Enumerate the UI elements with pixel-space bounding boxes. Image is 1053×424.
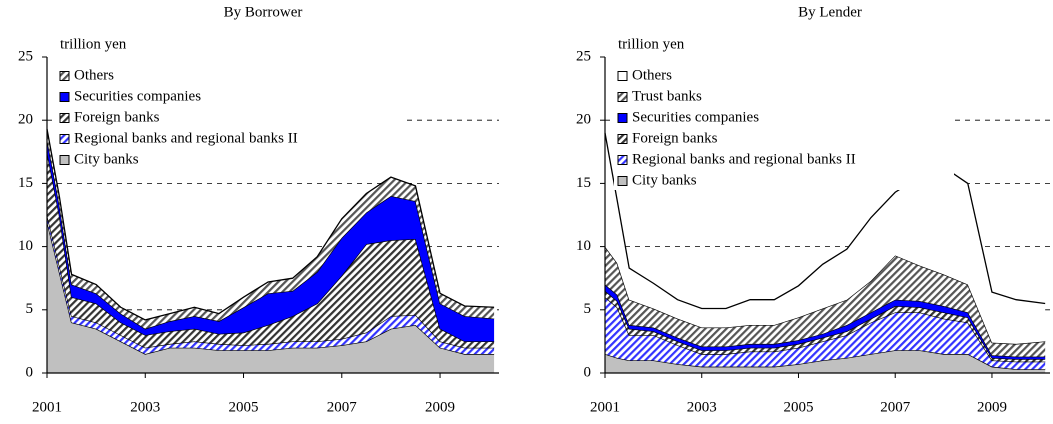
y-axis-label: trillion yen [60,36,127,52]
legend-label: Others [632,67,672,83]
x-tick-label: 2001 [32,399,62,415]
x-tick-label: 2009 [425,399,455,415]
legend-swatch [617,113,628,123]
legend-label: Trust banks [632,88,702,104]
legend-swatch [59,113,70,123]
y-tick-label: 0 [584,364,592,380]
y-axis-label: trillion yen [618,36,685,52]
legend-label: Foreign banks [74,109,160,125]
x-tick-label: 2005 [229,399,259,415]
area-edge [604,132,1046,310]
legend-label: Regional banks and regional banks II [74,130,298,146]
y-tick-label: 0 [26,364,34,380]
legend-label: Securities companies [74,88,201,104]
y-tick-label: 25 [576,48,591,64]
legend-label: Foreign banks [632,130,718,146]
legend-label: City banks [632,172,697,188]
legend-swatch [617,176,628,186]
area-edge [46,128,495,321]
legend-label: City banks [74,151,139,167]
legend-swatch [617,71,628,81]
area-band [47,129,495,329]
y-tick-label: 20 [576,112,591,128]
y-tick-label: 15 [18,175,33,191]
area-band [605,297,1046,370]
y-tick-label: 10 [576,238,591,254]
y-tick-label: 15 [576,175,591,191]
legend-background [56,67,406,169]
area-band [47,139,495,342]
legend-swatch [59,71,70,81]
area-band [47,151,495,348]
x-tick-label: 2007 [880,399,911,415]
x-tick-label: 2007 [327,399,358,415]
legend-swatch [59,92,70,102]
y-tick-label: 10 [18,238,33,254]
legend-label: Securities companies [632,109,759,125]
y-tick-label: 20 [18,112,33,128]
area-band [47,221,495,373]
legend-swatch [617,155,628,165]
x-tick-label: 2001 [590,399,620,415]
y-tick-label: 5 [26,301,34,317]
y-tick-label: 5 [584,301,592,317]
chart-title: By Borrower [224,4,303,20]
legend-swatch [59,134,70,144]
legend-background [614,67,954,190]
legend-swatch [617,92,628,102]
x-tick-label: 2009 [977,399,1007,415]
legend-label: Regional banks and regional banks II [632,151,856,167]
legend-swatch [617,134,628,144]
x-tick-label: 2003 [687,399,717,415]
x-tick-label: 2003 [130,399,160,415]
chart-title: By Lender [798,4,862,20]
legend-label: Others [74,67,114,83]
y-tick-label: 25 [18,48,33,64]
legend-swatch [59,155,70,165]
area-band [605,246,1046,357]
x-tick-label: 2005 [783,399,813,415]
